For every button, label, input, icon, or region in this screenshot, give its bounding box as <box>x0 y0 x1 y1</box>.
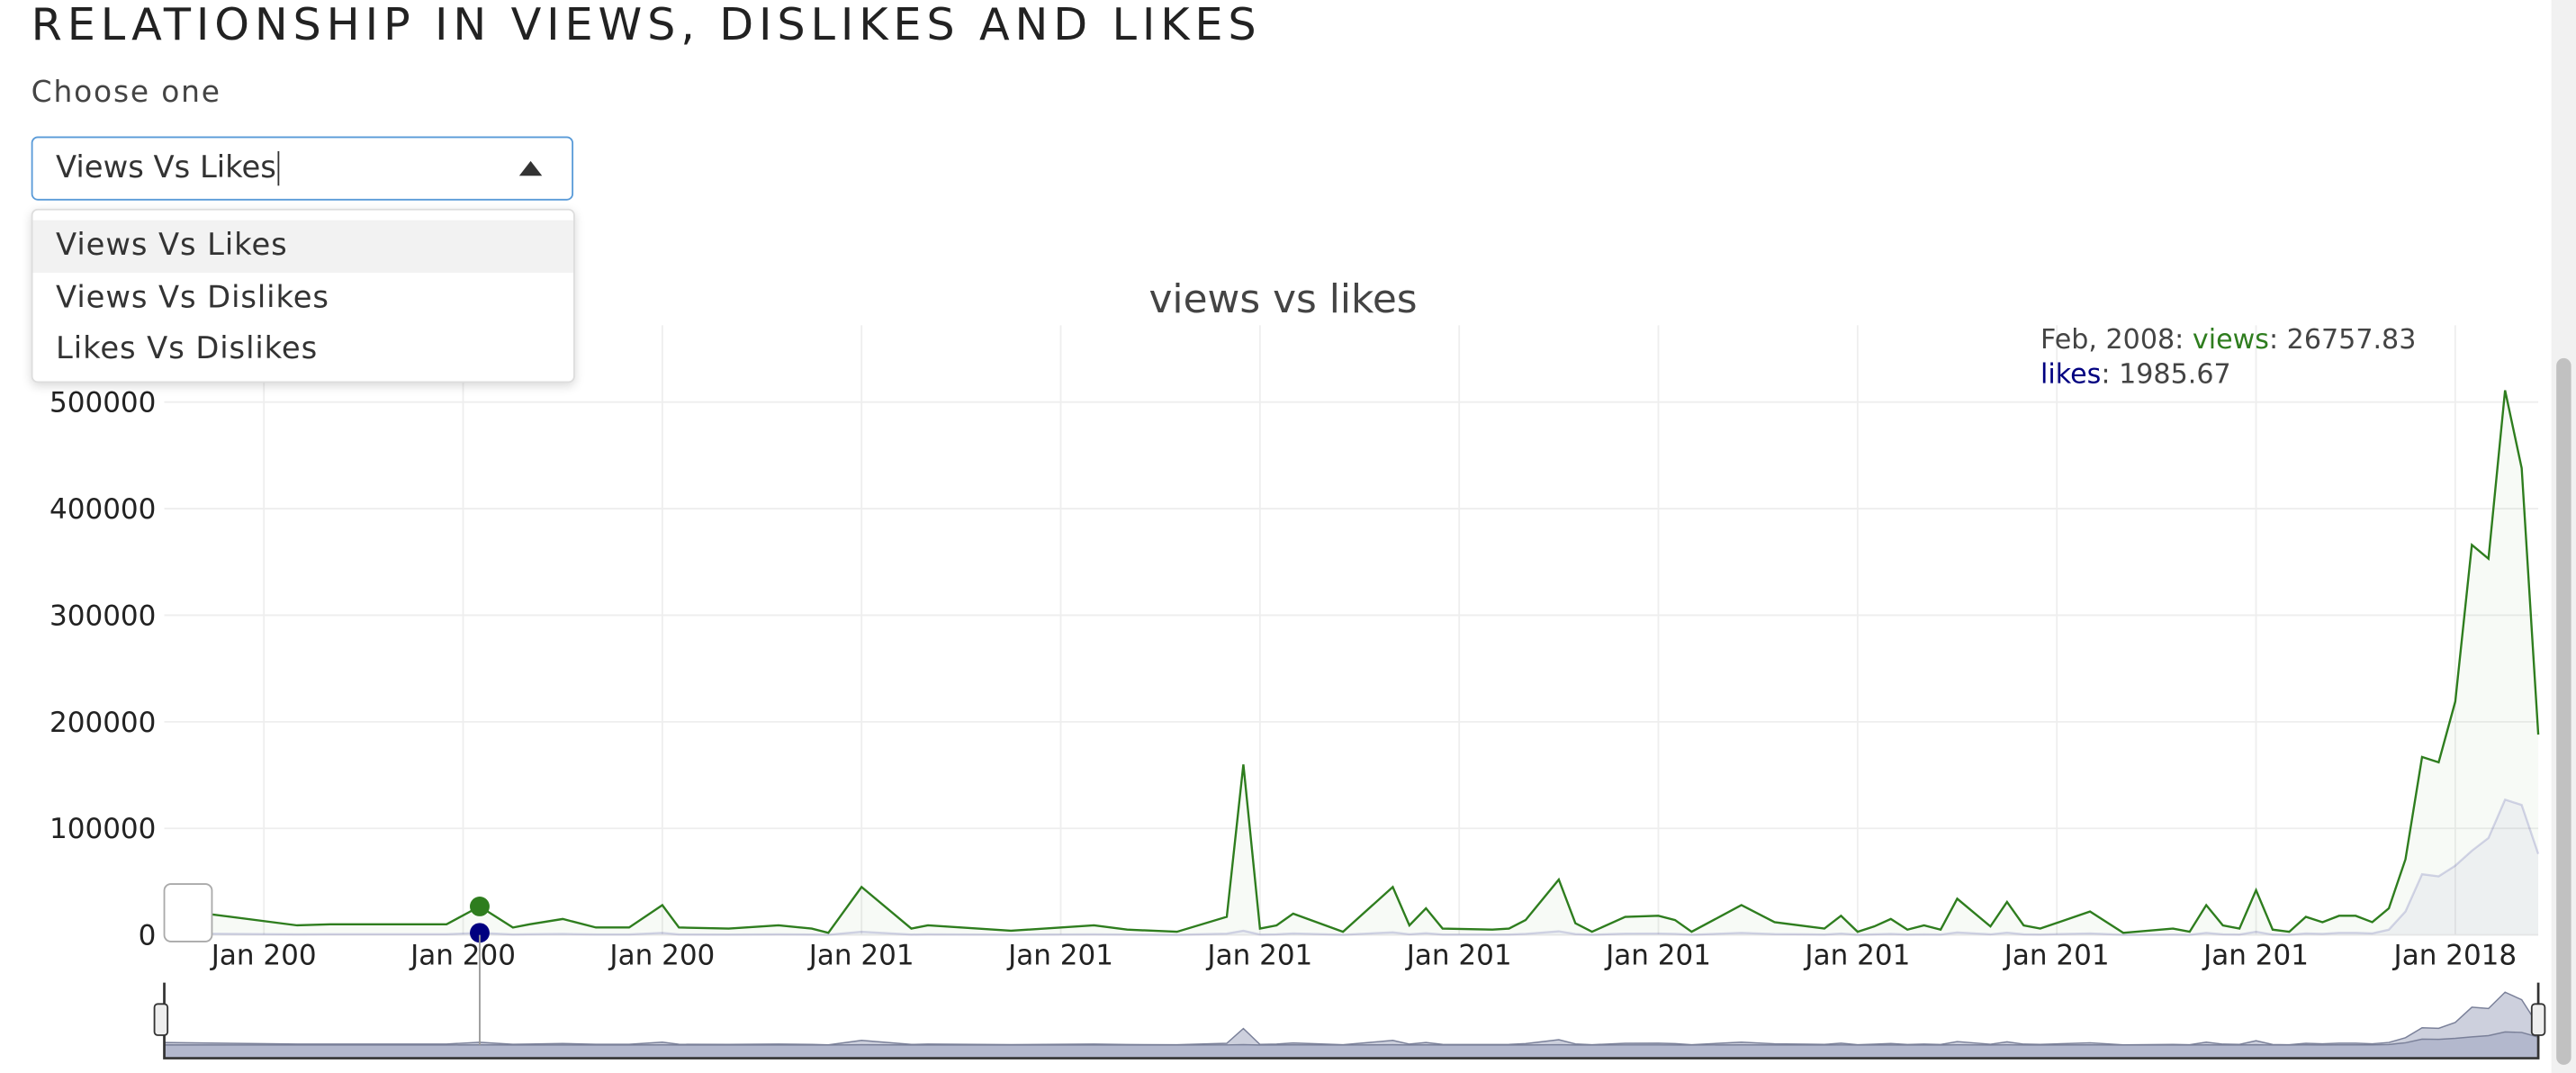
tooltip-line: likes 1985.67 <box>2040 356 2416 391</box>
legend-box <box>163 883 213 942</box>
x-tick-label: Jan 200 <box>409 940 516 972</box>
x-tick-label: Jan 201 <box>807 940 914 972</box>
x-tick-label: Jan 200 <box>210 940 317 972</box>
range-handle[interactable] <box>2530 1003 2546 1036</box>
slider-area <box>163 1031 2539 1059</box>
hover-marker <box>470 923 490 943</box>
dropdown-option[interactable]: Views Vs Dislikes <box>56 280 329 315</box>
x-tick-label: Jan 201 <box>1604 940 1711 972</box>
x-tick-label: Jan 200 <box>608 940 715 972</box>
dropdown-menu: Views Vs Likes Views Vs Dislikes Likes V… <box>31 208 575 383</box>
x-tick-label: Jan 201 <box>2003 940 2110 972</box>
x-tick-label: Jan 2018 <box>2392 940 2517 972</box>
x-tick-label: Jan 201 <box>1803 940 1910 972</box>
tooltip-value: 1985.67 <box>2119 357 2231 390</box>
dropdown-option[interactable]: Likes Vs Dislikes <box>56 331 319 367</box>
y-tick-label: 0 <box>139 920 157 952</box>
scrollbar-thumb[interactable] <box>2556 357 2571 1065</box>
tooltip-value: 26757.83 <box>2286 323 2417 356</box>
y-tick-label: 300000 <box>50 600 156 632</box>
series-line <box>164 390 2540 934</box>
chart-title: views vs likes <box>1148 276 1417 322</box>
select-arrow <box>518 160 543 176</box>
range-handle[interactable] <box>153 1003 169 1036</box>
select-value: Views Vs Likes <box>56 150 280 186</box>
y-tick-label: 200000 <box>50 707 156 739</box>
tooltip: Feb, 2008 views 26757.83 likes 1985.67 <box>2040 322 2416 392</box>
x-tick-label: Jan 201 <box>1006 940 1113 972</box>
scrollbar[interactable] <box>2551 0 2576 1073</box>
page-title: RELATIONSHIP IN VIEWS, DISLIKES AND LIKE… <box>31 0 1262 51</box>
series-area <box>164 799 2539 935</box>
x-tick-label: Jan 201 <box>1205 940 1312 972</box>
tooltip-x: Feb, 2008 <box>2040 323 2175 356</box>
tooltip-series: likes <box>2040 357 2102 390</box>
dropdown-option[interactable]: Views Vs Likes <box>32 220 574 273</box>
select-label: Choose one <box>31 75 221 111</box>
tooltip-series: views <box>2192 323 2269 356</box>
series-line <box>164 798 2540 936</box>
series-area <box>164 390 2539 935</box>
x-tick-label: Jan 201 <box>1405 940 1512 972</box>
hover-marker <box>470 897 490 916</box>
x-tick-label: Jan 201 <box>2202 940 2309 972</box>
tooltip-line: Feb, 2008 views 26757.83 <box>2040 322 2416 356</box>
y-tick-label: 400000 <box>50 493 156 526</box>
select-box[interactable]: Views Vs Likes <box>31 136 574 201</box>
y-tick-label: 500000 <box>50 387 156 419</box>
y-tick-label: 100000 <box>50 813 156 845</box>
